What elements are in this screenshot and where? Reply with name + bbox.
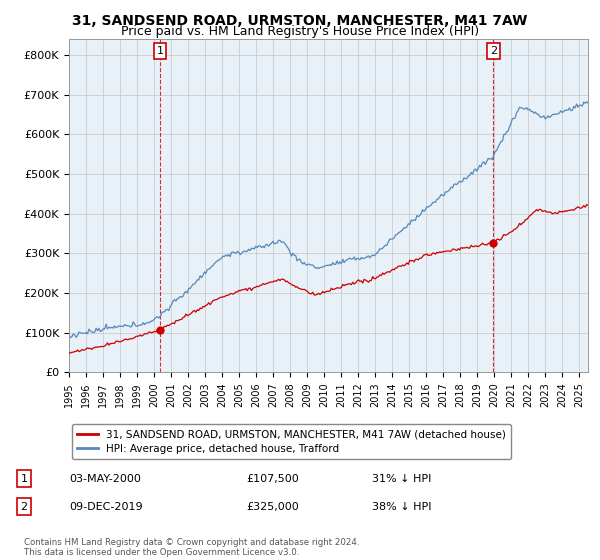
Text: 09-DEC-2019: 09-DEC-2019 xyxy=(69,502,143,512)
Text: 31% ↓ HPI: 31% ↓ HPI xyxy=(372,474,431,484)
Text: £325,000: £325,000 xyxy=(246,502,299,512)
Text: 2: 2 xyxy=(490,46,497,56)
Text: Contains HM Land Registry data © Crown copyright and database right 2024.
This d: Contains HM Land Registry data © Crown c… xyxy=(24,538,359,557)
Text: 1: 1 xyxy=(157,46,164,56)
Text: £107,500: £107,500 xyxy=(246,474,299,484)
Legend: 31, SANDSEND ROAD, URMSTON, MANCHESTER, M41 7AW (detached house), HPI: Average p: 31, SANDSEND ROAD, URMSTON, MANCHESTER, … xyxy=(71,424,511,459)
Text: 2: 2 xyxy=(20,502,28,512)
Text: 03-MAY-2000: 03-MAY-2000 xyxy=(69,474,141,484)
Text: Price paid vs. HM Land Registry's House Price Index (HPI): Price paid vs. HM Land Registry's House … xyxy=(121,25,479,38)
Text: 1: 1 xyxy=(20,474,28,484)
Text: 38% ↓ HPI: 38% ↓ HPI xyxy=(372,502,431,512)
Text: 31, SANDSEND ROAD, URMSTON, MANCHESTER, M41 7AW: 31, SANDSEND ROAD, URMSTON, MANCHESTER, … xyxy=(73,14,527,28)
